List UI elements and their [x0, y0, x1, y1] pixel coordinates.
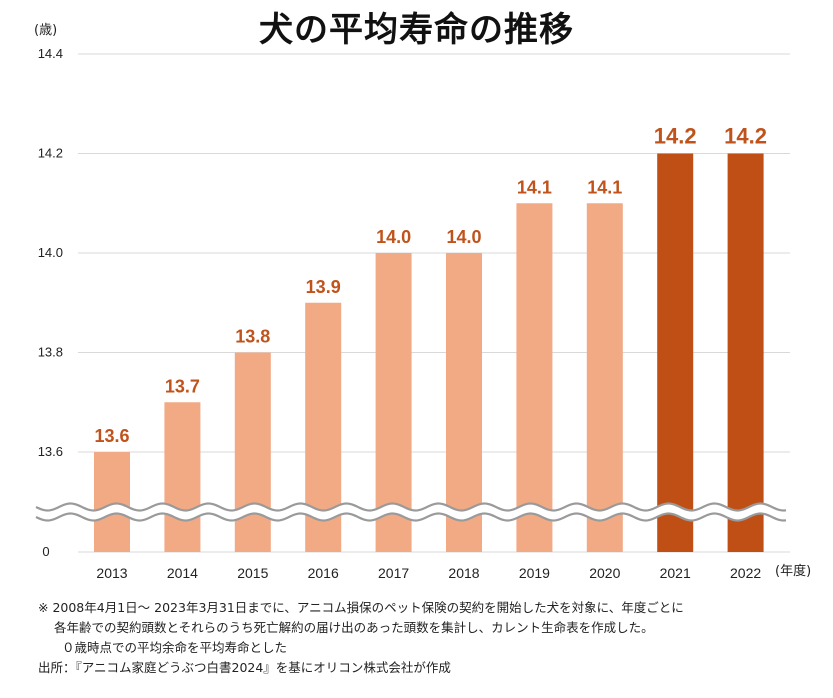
axis-break-line-bottom: [35, 512, 787, 522]
bar-value-label: 14.1: [517, 177, 552, 197]
x-tick-label: 2020: [589, 565, 620, 581]
x-tick-label: 2015: [237, 565, 268, 581]
y-tick-label: 14.2: [38, 146, 63, 161]
bar: [657, 153, 694, 552]
bar-value-label: 14.1: [587, 177, 622, 197]
x-tick-label: 2022: [730, 565, 761, 581]
bar-chart: 14.4 14.2 14.0 13.8 13.6 0 (歳) 13.6 2013 13.7 2014…: [34, 23, 811, 581]
bar: [446, 253, 482, 552]
footnotes: ※ 2008年4月1日～ 2023年3月31日までに、アニコム損保のペット保険の…: [38, 598, 818, 678]
x-tick-label: 2017: [378, 565, 409, 581]
bar-value-label: 14.0: [376, 227, 411, 247]
bar-value-label: 14.0: [446, 227, 481, 247]
x-tick-label: 2019: [519, 565, 550, 581]
bar-value-label: 13.9: [306, 277, 341, 297]
source-note: 出所：『アニコム家庭どうぶつ白書2024』を基にオリコン株式会社が作成: [38, 660, 451, 675]
x-tick-label: 2018: [448, 565, 479, 581]
note-line-2: 各年齢での契約頭数とそれらのうち死亡解約の届け出のあった頭数を集計し、カレント生…: [54, 620, 654, 635]
y-zero-label: 0: [42, 544, 49, 559]
bar: [94, 452, 130, 552]
x-tick-label: 2021: [660, 565, 691, 581]
note-line-1: ※ 2008年4月1日～ 2023年3月31日までに、アニコム損保のペット保険の…: [38, 600, 684, 615]
y-tick-label: 14.0: [38, 245, 63, 260]
y-axis-unit-label: (歳): [34, 23, 57, 38]
bar: [234, 352, 271, 552]
x-tick-label: 2013: [96, 565, 127, 581]
chart-title: 犬の平均寿命の推移: [259, 10, 574, 50]
bar: [586, 203, 623, 552]
bar-value-label: 13.8: [235, 327, 270, 347]
bar: [727, 153, 764, 552]
x-tick-label: 2016: [308, 565, 339, 581]
axis-break: [35, 502, 787, 522]
labels: 14.4 14.2 14.0 13.8 13.6 0 (歳) 13.6 2013 13.7 2014…: [34, 23, 811, 581]
bar: [164, 402, 201, 552]
bar-value-label: 13.6: [94, 426, 129, 446]
bar: [375, 253, 412, 552]
y-tick-label: 14.4: [38, 46, 63, 61]
x-tick-label: 2014: [167, 565, 198, 581]
note-line-3: ０歳時点での平均余命を平均寿命とした: [62, 640, 288, 655]
x-axis-unit-label: (年度): [775, 563, 811, 579]
axis-break-line-top: [35, 502, 787, 512]
axis-break-band: [36, 503, 786, 521]
y-tick-label: 13.8: [38, 345, 63, 360]
bar: [516, 203, 553, 552]
bar-value-label: 14.2: [654, 124, 697, 149]
bar-value-label: 14.2: [724, 124, 767, 149]
bar-value-label: 13.7: [165, 376, 200, 396]
y-tick-label: 13.6: [38, 444, 63, 459]
bars: [94, 153, 764, 552]
